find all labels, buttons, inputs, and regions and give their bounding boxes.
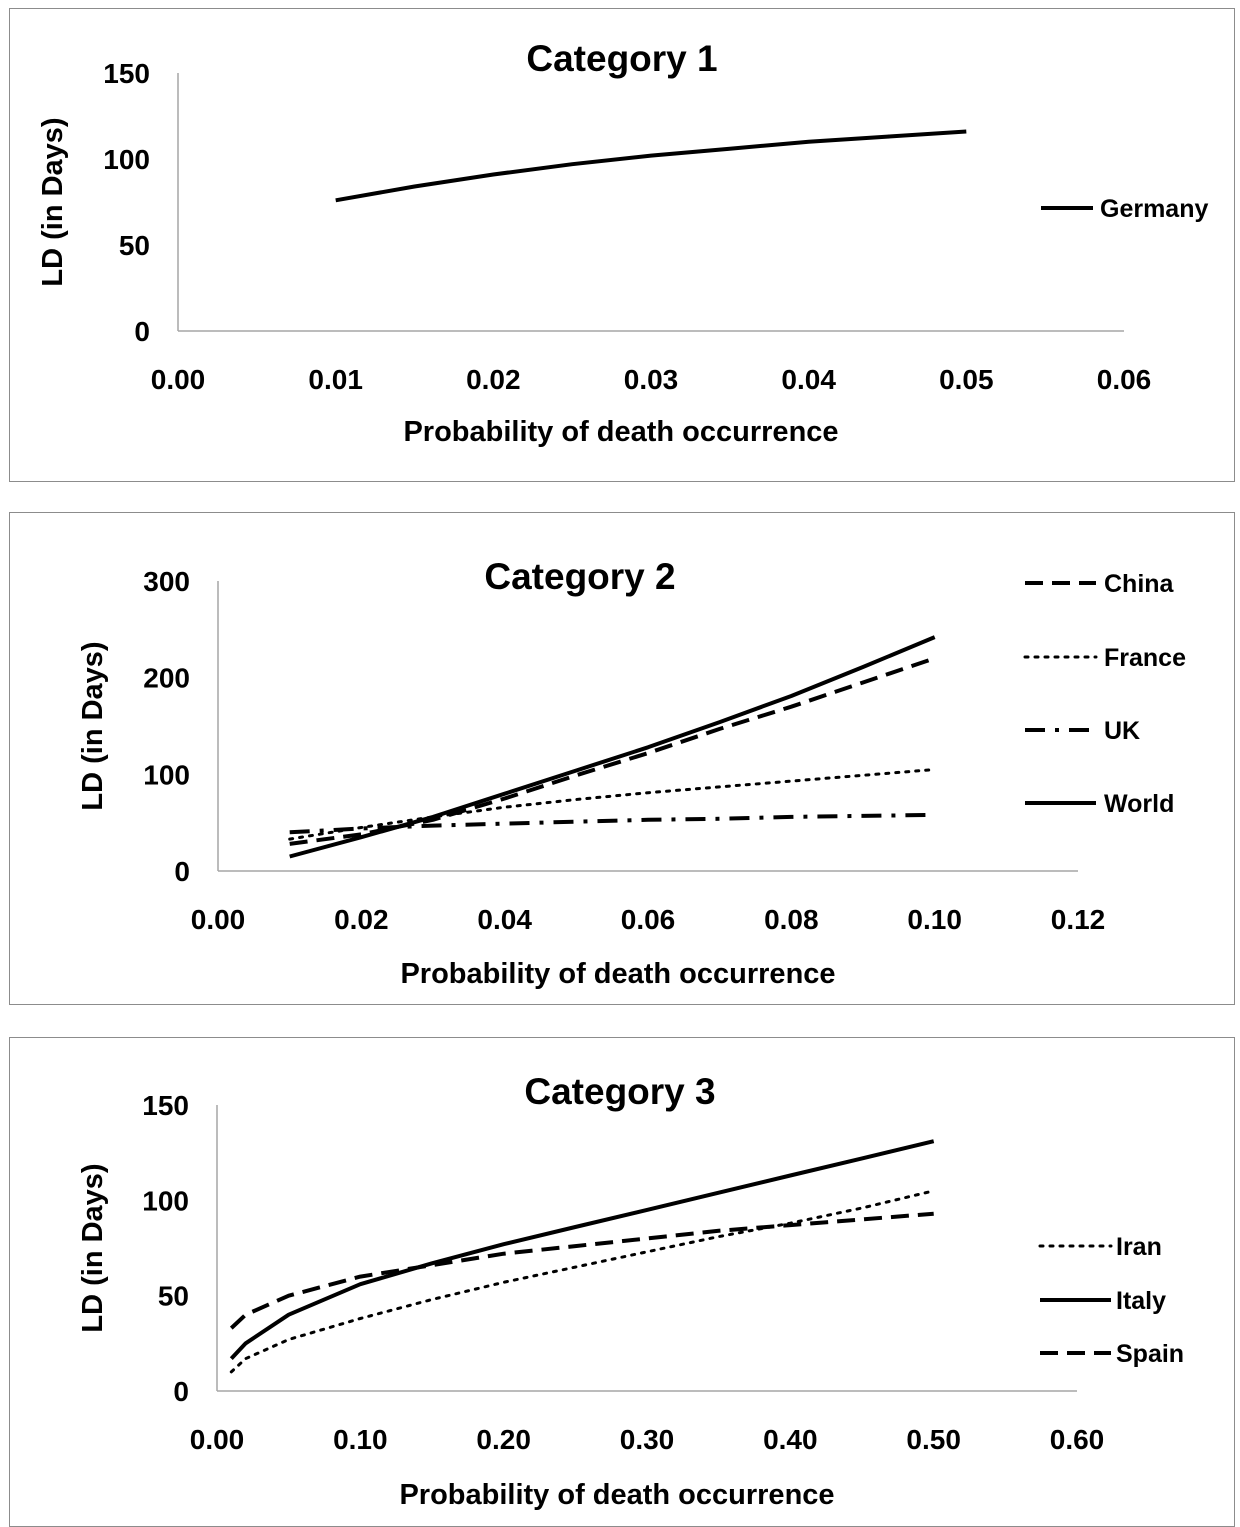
chart-panel-category-3: Category 3 0.00 0.10 0.20 0.30 0.40 0.50 0.60 0 5…	[9, 1037, 1235, 1527]
chart-title: Category 2	[484, 556, 675, 597]
x-tick-label: 0.50	[906, 1424, 961, 1455]
y-tick-label: 150	[103, 58, 150, 89]
y-tick-label: 100	[103, 144, 150, 175]
series-line-china	[289, 656, 936, 846]
legend-label-italy: Italy	[1116, 1287, 1166, 1315]
series-line-germany	[335, 129, 967, 203]
chart-canvas: Category 3 0.00 0.10 0.20 0.30 0.40 0.50 0.60 0 5…	[77, 1071, 1184, 1511]
chart-title: Category 1	[526, 38, 717, 79]
series-line-spain	[229, 1211, 934, 1330]
x-tick-label: 0.00	[190, 1424, 245, 1455]
y-tick-label: 50	[119, 230, 150, 261]
y-tick-label: 0	[174, 856, 190, 887]
x-axis-label: Probability of death occurrence	[399, 1479, 834, 1511]
x-tick-label: 0.00	[151, 364, 206, 395]
series-line-iran	[229, 1189, 936, 1374]
y-tick-label: 150	[142, 1090, 189, 1121]
y-tick-label: 0	[173, 1376, 189, 1407]
y-tick-label: 0	[134, 316, 150, 347]
x-tick-label: 0.04	[781, 364, 836, 395]
x-tick-label: 0.06	[621, 904, 676, 935]
legend-label-france: France	[1104, 644, 1186, 672]
x-tick-label: 0.04	[477, 904, 532, 935]
x-tick-label: 0.12	[1051, 904, 1106, 935]
x-tick-label: 0.20	[476, 1424, 531, 1455]
x-tick-label: 0.10	[907, 904, 962, 935]
x-axis-label: Probability of death occurrence	[403, 416, 838, 448]
x-tick-label: 0.60	[1050, 1424, 1105, 1455]
y-tick-label: 100	[142, 1185, 189, 1216]
series-line-italy	[229, 1139, 935, 1360]
series-line-france	[288, 768, 937, 841]
chart-canvas: Category 1 0.00 0.01 0.02 0.03 0.04 0.05 0.06 0 5…	[37, 38, 1208, 448]
x-tick-label: 0.05	[939, 364, 994, 395]
y-tick-label: 100	[143, 759, 190, 790]
x-tick-label: 0.40	[763, 1424, 818, 1455]
x-tick-label: 0.08	[764, 904, 819, 935]
x-axis-label: Probability of death occurrence	[400, 958, 835, 990]
chart-panel-category-1: Category 1 0.00 0.01 0.02 0.03 0.04 0.05 0.06 0 5…	[9, 8, 1235, 482]
y-axis-label: LD (in Days)	[77, 1163, 109, 1332]
x-tick-label: 0.01	[308, 364, 363, 395]
x-tick-label: 0.02	[466, 364, 521, 395]
chart-canvas: Category 2 0.00 0.02 0.04 0.06 0.08 0.10 0.12 0 1…	[77, 556, 1186, 990]
y-axis-label: LD (in Days)	[77, 641, 109, 810]
legend-label-uk: UK	[1104, 717, 1140, 745]
legend-label-china: China	[1104, 570, 1175, 598]
legend-label-iran: Iran	[1116, 1233, 1162, 1261]
x-tick-label: 0.06	[1097, 364, 1152, 395]
chart-title: Category 3	[524, 1071, 715, 1112]
y-tick-label: 50	[158, 1281, 189, 1312]
y-tick-label: 300	[143, 566, 190, 597]
y-tick-label: 200	[143, 663, 190, 694]
x-tick-label: 0.30	[620, 1424, 675, 1455]
legend-label-germany: Germany	[1100, 195, 1208, 223]
x-tick-label: 0.00	[191, 904, 246, 935]
x-tick-label: 0.03	[624, 364, 679, 395]
legend-label-world: World	[1104, 790, 1174, 818]
x-tick-label: 0.10	[333, 1424, 388, 1455]
x-tick-label: 0.02	[334, 904, 389, 935]
chart-panel-category-2: Category 2 0.00 0.02 0.04 0.06 0.08 0.10 0.12 0 1…	[9, 512, 1235, 1005]
y-axis-label: LD (in Days)	[37, 117, 69, 286]
series-line-world	[289, 635, 936, 859]
legend-label-spain: Spain	[1116, 1340, 1184, 1368]
